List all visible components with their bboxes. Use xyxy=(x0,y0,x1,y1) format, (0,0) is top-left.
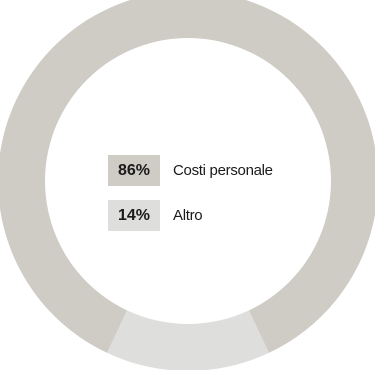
legend-label-costi-personale: Costi personale xyxy=(173,162,273,179)
legend-value-altro: 14% xyxy=(108,200,160,231)
legend-item-altro: 14% Altro xyxy=(108,200,273,231)
donut-slice-altro xyxy=(107,310,269,370)
legend-value-costi-personale: 86% xyxy=(108,155,160,186)
legend-item-costi-personale: 86% Costi personale xyxy=(108,155,273,186)
legend-label-altro: Altro xyxy=(173,207,203,224)
chart-legend: 86% Costi personale 14% Altro xyxy=(108,155,273,245)
